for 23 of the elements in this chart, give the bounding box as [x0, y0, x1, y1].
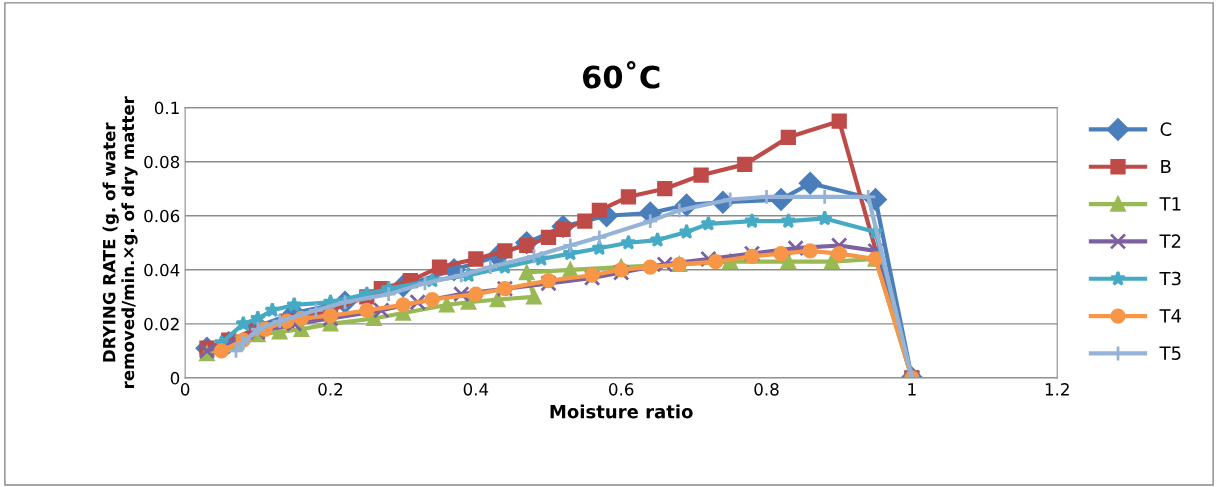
x-tick-label: 0.8 [754, 383, 779, 396]
legend-label: T5 [1159, 346, 1181, 361]
legend-label: T3 [1159, 271, 1181, 286]
x-tick-label: 0 [180, 383, 190, 396]
y-tick-label: 0.1 [154, 101, 179, 115]
y-axis-title: DRYING RATE (g. of water removed/min.×g. of dry matter [102, 96, 138, 388]
y-tick-label: 0.06 [144, 209, 180, 223]
x-tick-label: 0.2 [318, 383, 343, 396]
legend-label: T4 [1159, 309, 1182, 323]
x-tick-label: 0.6 [609, 383, 634, 396]
y-tick-label: 0.02 [144, 317, 179, 331]
x-tick-label: 0.4 [463, 383, 489, 396]
x-tick-label: 1 [908, 383, 916, 396]
legend-label: B [1161, 159, 1171, 174]
legend-label: T2 [1159, 234, 1181, 248]
x-tick-label: 1.2 [1045, 383, 1069, 396]
y-tick-label: 0.08 [144, 155, 180, 169]
x-axis-title: Moisture ratio [550, 404, 693, 419]
y-tick-label: 0.04 [144, 263, 180, 277]
legend-label: T1 [1159, 197, 1181, 211]
y-tick-label: 0 [170, 371, 180, 385]
legend-label: C [1160, 122, 1172, 136]
chart-title: 60˚C [582, 61, 660, 89]
